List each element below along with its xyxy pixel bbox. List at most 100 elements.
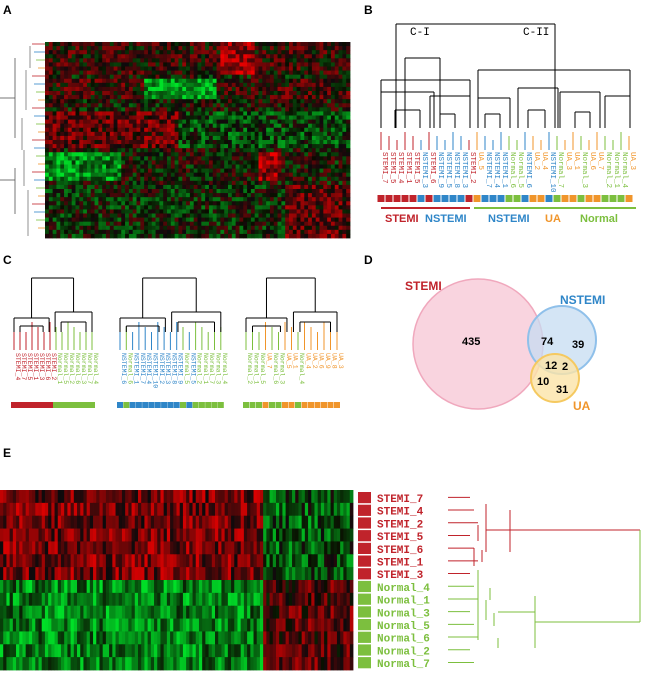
heatmap-e-cell <box>131 567 136 581</box>
heatmap-a-cell <box>330 115 336 120</box>
heatmap-a-cell <box>94 209 99 214</box>
heatmap-a-cell <box>182 172 187 178</box>
heatmap-a-cell <box>182 82 187 88</box>
heatmap-a-cell <box>109 66 115 71</box>
heatmap-a-cell <box>231 197 237 202</box>
heatmap-a-cell <box>273 66 278 71</box>
heatmap-a-cell <box>262 62 267 67</box>
heatmap-a-cell <box>189 152 195 157</box>
heatmap-e-cell <box>198 554 203 568</box>
heatmap-e-cell <box>333 515 338 529</box>
heatmap-a-cell <box>250 148 256 153</box>
heatmap-a-cell <box>48 99 54 104</box>
heatmap-a-cell <box>159 58 164 63</box>
heatmap-a-cell <box>308 107 313 112</box>
heatmap-a-cell <box>254 123 259 129</box>
heatmap-a-cell <box>79 209 84 214</box>
heatmap-a-cell <box>258 74 263 80</box>
heatmap-a-cell <box>327 172 332 178</box>
heatmap-a-cell <box>212 123 217 129</box>
heatmap-a-cell <box>45 148 50 153</box>
heatmap-a-cell <box>52 58 57 63</box>
heatmap-a-cell <box>327 115 332 120</box>
heatmap-e-cell <box>208 554 213 568</box>
heatmap-a-cell <box>163 115 168 120</box>
heatmap-a-cell <box>48 152 54 157</box>
heatmap-a-cell <box>243 42 248 47</box>
heatmap-a-cell <box>334 91 339 96</box>
heatmap-a-cell <box>342 127 347 133</box>
heatmap-a-cell <box>79 50 84 55</box>
heatmap-e-cell <box>170 541 174 555</box>
heatmap-a-cell <box>338 209 343 214</box>
heatmap-a-cell <box>269 229 275 235</box>
heatmap-a-cell <box>94 217 99 223</box>
heatmap-a-cell <box>327 74 332 80</box>
heatmap-a-cell <box>277 209 282 214</box>
heatmap-e-cell <box>340 515 344 529</box>
heatmap-a-cell <box>151 99 156 104</box>
heatmap-e-cell <box>83 502 88 517</box>
panel-c-letter: C <box>3 253 12 267</box>
heatmap-a-cell <box>327 107 332 112</box>
heatmap-a-cell <box>224 99 229 104</box>
heatmap-a-cell <box>250 233 256 239</box>
heatmap-e-cell <box>89 554 94 568</box>
heatmap-a-cell <box>86 62 92 67</box>
sample-label-c: UA_7 <box>266 353 273 369</box>
heatmap-a-cell <box>83 205 88 210</box>
heatmap-a-cell <box>60 217 65 223</box>
heatmap-e-cell <box>38 528 43 542</box>
heatmap-e-cell <box>150 515 155 529</box>
heatmap-a-cell <box>266 74 271 80</box>
heatmap-a-cell <box>106 46 111 51</box>
heatmap-a-cell <box>90 233 95 239</box>
heatmap-a-cell <box>64 135 69 141</box>
heatmap-a-cell <box>71 103 76 108</box>
heatmap-e-cell <box>64 515 68 529</box>
heatmap-a-cell <box>151 111 156 116</box>
heatmap-a-cell <box>189 111 195 116</box>
heatmap-a-cell <box>342 140 347 145</box>
sample-label-c: Normal_3 <box>80 353 87 384</box>
sample-label-c: UA_5 <box>285 353 292 369</box>
heatmap-a-cell <box>170 201 176 206</box>
heatmap-a-cell <box>117 50 122 55</box>
heatmap-a-cell <box>71 221 76 227</box>
heatmap-e-cell <box>73 515 78 529</box>
heatmap-a-cell <box>106 70 111 76</box>
heatmap-a-cell <box>235 209 240 214</box>
heatmap-a-cell <box>189 86 195 92</box>
heatmap-e-cell <box>102 515 107 529</box>
heatmap-a-cell <box>45 131 50 137</box>
heatmap-e-cell <box>189 567 193 581</box>
heatmap-a-cell <box>132 131 137 137</box>
heatmap-a-cell <box>86 66 92 71</box>
heatmap-a-cell <box>304 111 309 116</box>
heatmap-a-cell <box>186 148 191 153</box>
heatmap-a-cell <box>117 229 122 235</box>
heatmap-a-cell <box>330 144 336 149</box>
heatmap-a-cell <box>346 197 351 202</box>
heatmap-a-cell <box>45 156 50 161</box>
heatmap-a-cell <box>64 82 69 88</box>
heatmap-e-cell <box>105 515 110 529</box>
heatmap-a-cell <box>98 78 103 84</box>
heatmap-a-cell <box>243 156 248 161</box>
heatmap-a-cell <box>308 205 313 210</box>
heatmap-e-cell <box>64 567 68 581</box>
heatmap-a-cell <box>300 42 305 47</box>
heatmap-a-cell <box>327 160 332 165</box>
heatmap-a-cell <box>128 127 134 133</box>
heatmap-a-cell <box>102 74 107 80</box>
heatmap-a-cell <box>71 205 76 210</box>
heatmap-a-cell <box>315 209 320 214</box>
heatmap-a-cell <box>109 144 115 149</box>
heatmap-a-cell <box>98 217 103 223</box>
heatmap-e-cell <box>288 554 293 568</box>
heatmap-a-cell <box>136 74 141 80</box>
heatmap-a-cell <box>117 103 122 108</box>
heatmap-a-cell <box>94 66 99 71</box>
heatmap-a-cell <box>128 209 134 214</box>
heatmap-a-cell <box>56 62 61 67</box>
